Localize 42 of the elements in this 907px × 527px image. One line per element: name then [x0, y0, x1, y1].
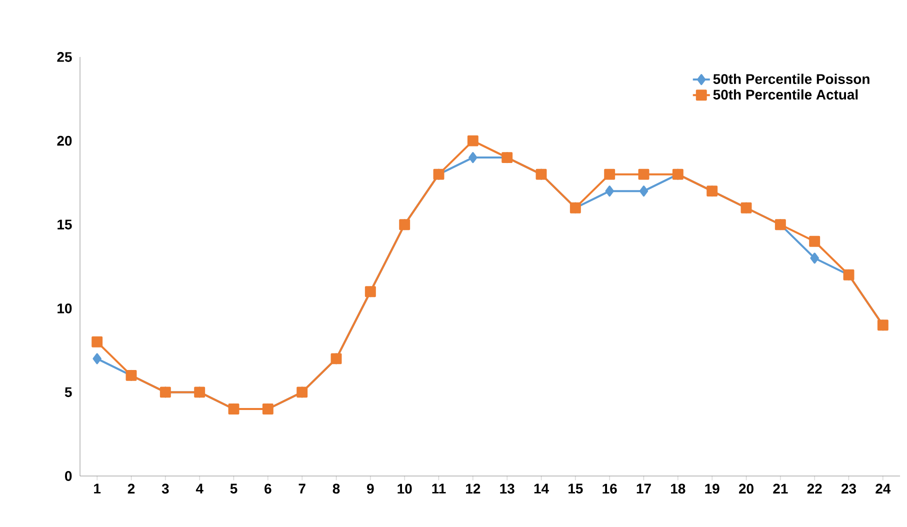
point: [638, 168, 650, 180]
x-tick-label: 10: [398, 484, 412, 494]
x-tick-label: 12: [466, 484, 480, 494]
x-tick-label: 18: [671, 484, 686, 494]
y-tick-label: 5: [64, 387, 72, 398]
x-tick-label: 4: [196, 484, 204, 494]
x-tick-label: 8: [332, 484, 340, 494]
x-tick-label: 6: [264, 484, 272, 494]
x-tick-label: 20: [738, 484, 754, 494]
x-tick-label: 24: [876, 484, 891, 494]
y-tick-label: 20: [57, 136, 72, 146]
point: [639, 186, 648, 197]
x-tick-label: 17: [636, 484, 651, 494]
x-tick-label: 5: [230, 484, 238, 494]
y-tick-label: 15: [58, 220, 72, 230]
x-tick-label: 2: [128, 484, 135, 494]
point: [468, 152, 478, 164]
point: [92, 336, 103, 348]
x-tick-label: 16: [602, 484, 617, 494]
point: [810, 252, 819, 264]
x-tick-label: 9: [367, 484, 374, 494]
x-tick-label: 11: [432, 484, 446, 494]
x-tick-label: 21: [773, 484, 788, 494]
y-tick-label: 25: [57, 52, 72, 62]
point: [604, 168, 616, 180]
x-tick-label: 3: [162, 484, 169, 494]
legend-label: 50th Percentile Actual: [713, 89, 858, 100]
point: [605, 186, 614, 197]
x-tick-label: 15: [568, 484, 583, 494]
x-tick-label: 14: [534, 484, 549, 494]
point: [467, 135, 478, 146]
x-tick-label: 23: [841, 484, 856, 494]
y-tick-label: 0: [65, 471, 72, 481]
x-tick-label: 7: [298, 484, 306, 494]
x-tick-label: 1: [94, 484, 101, 494]
point: [809, 236, 820, 247]
x-tick-label: 13: [500, 484, 514, 494]
point: [92, 353, 102, 364]
y-tick-label: 10: [58, 303, 72, 314]
x-tick-label: 19: [705, 484, 720, 494]
x-tick-label: 22: [807, 484, 822, 494]
legend-label: 50th Percentile Poisson: [713, 74, 870, 84]
